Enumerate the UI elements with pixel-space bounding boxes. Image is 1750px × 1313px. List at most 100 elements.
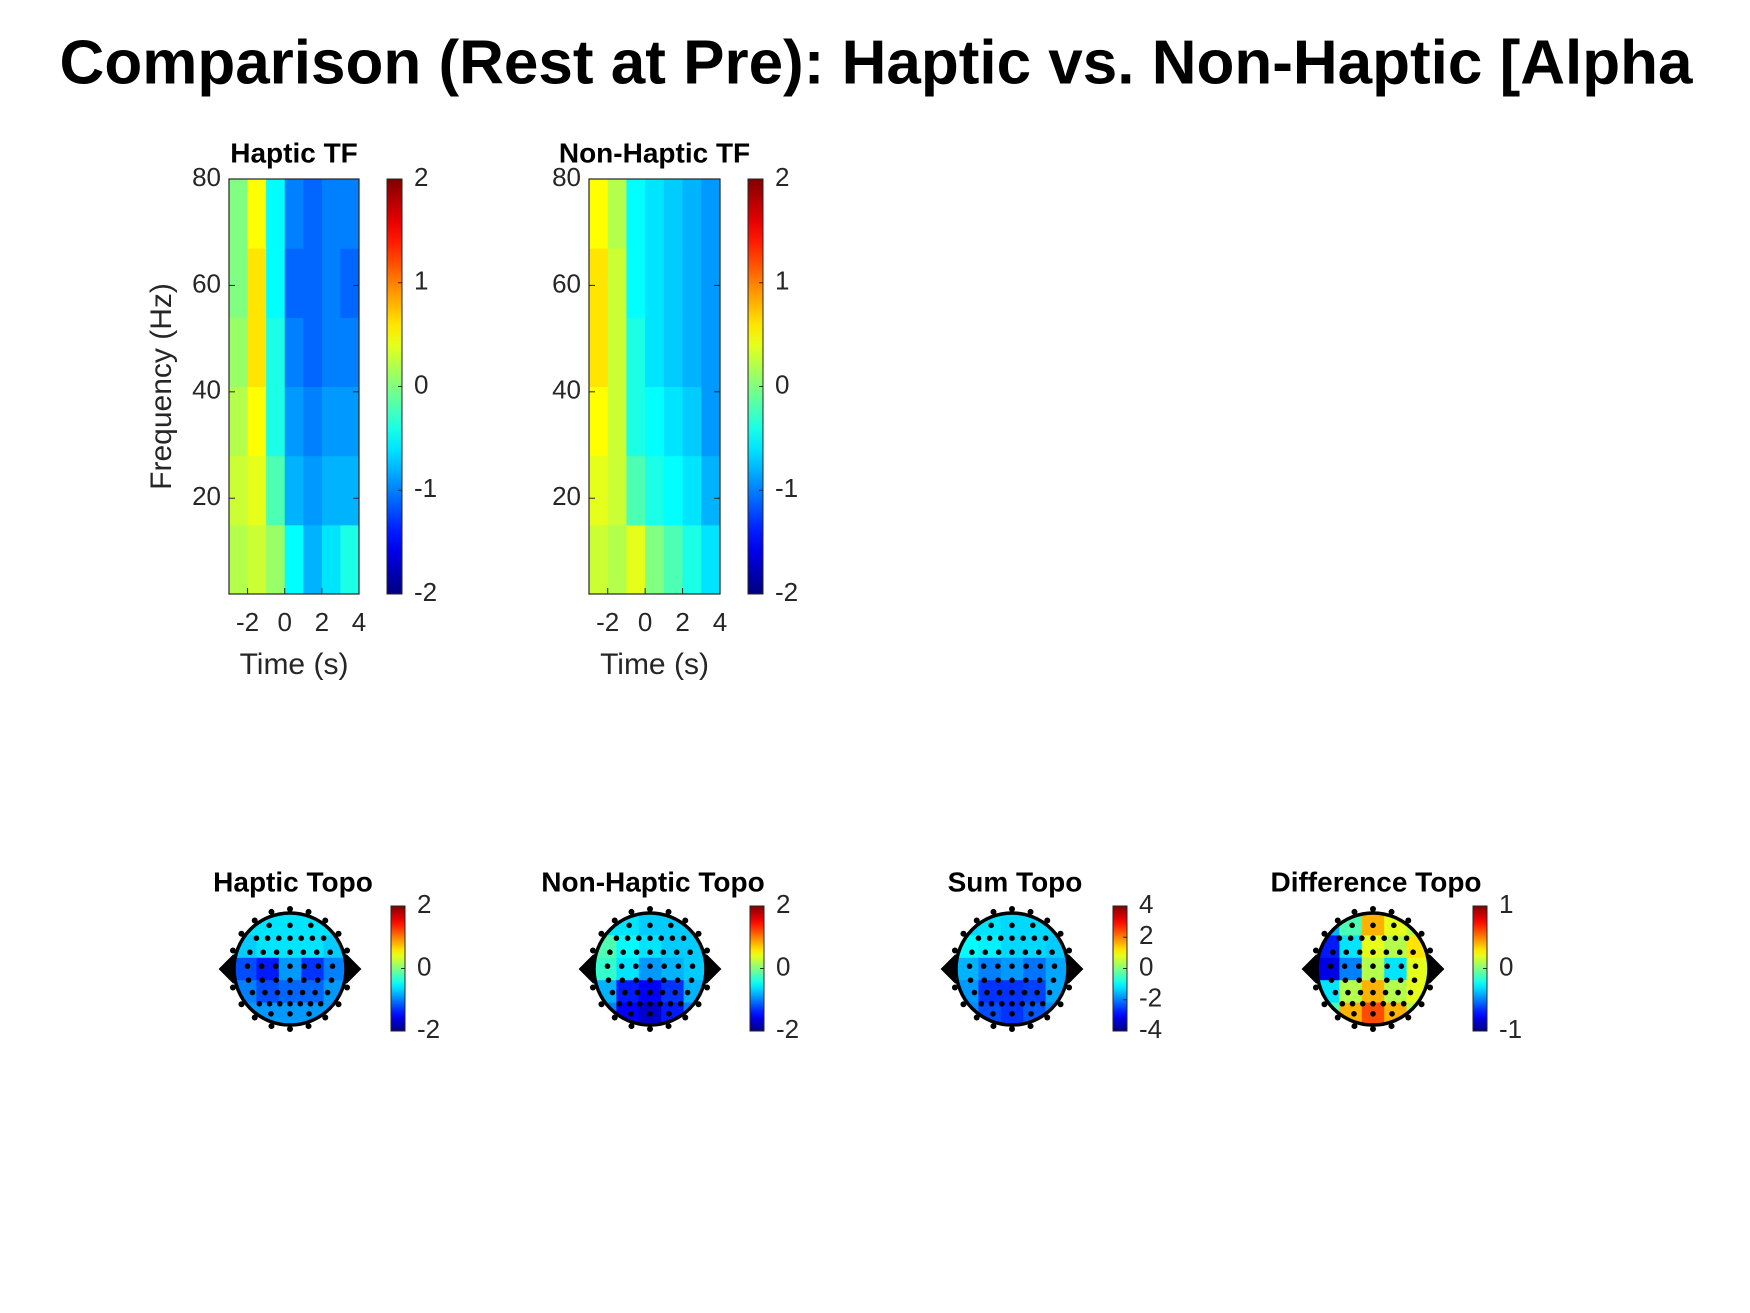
topo-cell xyxy=(301,957,325,981)
heatmap-cell xyxy=(247,386,267,457)
heatmap-cell xyxy=(626,317,646,387)
rim-electrode xyxy=(1405,917,1412,924)
heatmap-cell xyxy=(701,455,721,526)
electrode xyxy=(689,963,696,969)
heatmap-cell xyxy=(701,179,721,249)
colorbar-tick-label: -4 xyxy=(1139,1014,1162,1044)
heatmap-cell xyxy=(626,524,646,595)
topo-cell xyxy=(1361,935,1385,959)
colorbar-tick-label: -1 xyxy=(775,473,798,503)
electrode xyxy=(1351,1011,1357,1017)
electrode xyxy=(301,977,307,983)
electrode xyxy=(1384,977,1390,983)
electrode xyxy=(245,977,252,983)
rim-electrode xyxy=(238,930,245,937)
heatmap-cell xyxy=(247,524,267,595)
electrode xyxy=(661,977,667,983)
heatmap-cell xyxy=(303,179,323,249)
rim-electrode xyxy=(1405,1014,1412,1021)
rim-electrode xyxy=(251,917,258,924)
electrode xyxy=(1023,977,1029,983)
rim-electrode xyxy=(1044,1014,1051,1021)
electrode xyxy=(647,977,653,983)
heatmap-cell xyxy=(701,317,721,387)
ear xyxy=(218,954,235,984)
electrode xyxy=(313,949,320,955)
ear xyxy=(1067,954,1084,984)
topo-cell xyxy=(278,935,302,959)
heatmap-cell xyxy=(663,248,684,318)
electrode xyxy=(613,935,620,941)
colorbar-tick-label: -2 xyxy=(1139,983,1162,1013)
rim-electrode xyxy=(1334,1014,1341,1021)
heatmap-cell xyxy=(663,179,684,249)
electrode xyxy=(647,989,653,996)
topo-cell xyxy=(323,957,346,981)
electrode xyxy=(1359,935,1365,941)
topo-cell xyxy=(978,957,1002,981)
electrode xyxy=(988,922,994,929)
electrode xyxy=(314,977,321,983)
rim-electrode xyxy=(682,1014,689,1021)
electrode xyxy=(1327,963,1334,969)
rim-electrode xyxy=(611,1014,618,1021)
rim-electrode xyxy=(1427,984,1434,991)
x-axis-label: Time (s) xyxy=(600,648,709,681)
electrode xyxy=(998,1000,1005,1007)
electrode xyxy=(273,977,279,983)
electrode xyxy=(1345,989,1351,996)
rim-electrode xyxy=(951,984,958,991)
electrode xyxy=(990,1011,996,1017)
ear xyxy=(1301,954,1318,984)
heatmap-cell xyxy=(701,524,721,595)
rim-electrode xyxy=(1057,930,1064,937)
electrode xyxy=(647,963,653,969)
electrode xyxy=(287,963,293,969)
electrode xyxy=(673,949,680,955)
heatmap-cell xyxy=(645,317,665,387)
colorbar-tick-label: 2 xyxy=(1139,920,1153,950)
heatmap-cell xyxy=(607,248,627,318)
electrode xyxy=(1370,1000,1376,1007)
electrode xyxy=(329,963,336,969)
heatmap-cell xyxy=(303,455,323,526)
topo-cell xyxy=(616,980,640,1004)
electrode xyxy=(301,963,307,969)
heatmap-cell xyxy=(284,248,304,318)
heatmap-cell xyxy=(321,455,341,526)
electrode xyxy=(315,963,322,969)
rim-electrode xyxy=(1009,1026,1015,1032)
electrode xyxy=(320,935,327,941)
colorbar-tick-label: 0 xyxy=(776,951,790,981)
rim-electrode xyxy=(268,1023,275,1030)
electrode xyxy=(1009,1000,1015,1007)
electrode xyxy=(1370,989,1376,996)
rim-electrode xyxy=(287,1026,293,1032)
rim-electrode xyxy=(305,908,312,915)
electrode xyxy=(287,922,293,929)
rim-electrode xyxy=(960,930,967,937)
electrode xyxy=(1036,977,1043,983)
electrode xyxy=(1410,949,1416,955)
heatmap-cell xyxy=(266,317,286,387)
heatmap-cell xyxy=(663,455,684,526)
electrode xyxy=(306,1011,312,1017)
heatmap-cell xyxy=(701,248,721,318)
electrode xyxy=(1356,977,1362,983)
electrode xyxy=(1347,935,1354,941)
electrode xyxy=(1384,963,1390,969)
electrode xyxy=(609,989,616,996)
electrode xyxy=(287,989,293,996)
electrode xyxy=(276,1000,283,1007)
heatmap-cell xyxy=(247,317,267,387)
electrode xyxy=(274,989,281,996)
rim-electrode xyxy=(589,947,596,954)
topo-cell xyxy=(594,957,617,981)
electrode xyxy=(260,949,267,955)
heatmap-cell xyxy=(321,386,341,457)
electrode xyxy=(680,935,687,941)
rim-electrode xyxy=(251,1014,258,1021)
electrode xyxy=(1370,963,1376,969)
electrode xyxy=(647,922,653,929)
